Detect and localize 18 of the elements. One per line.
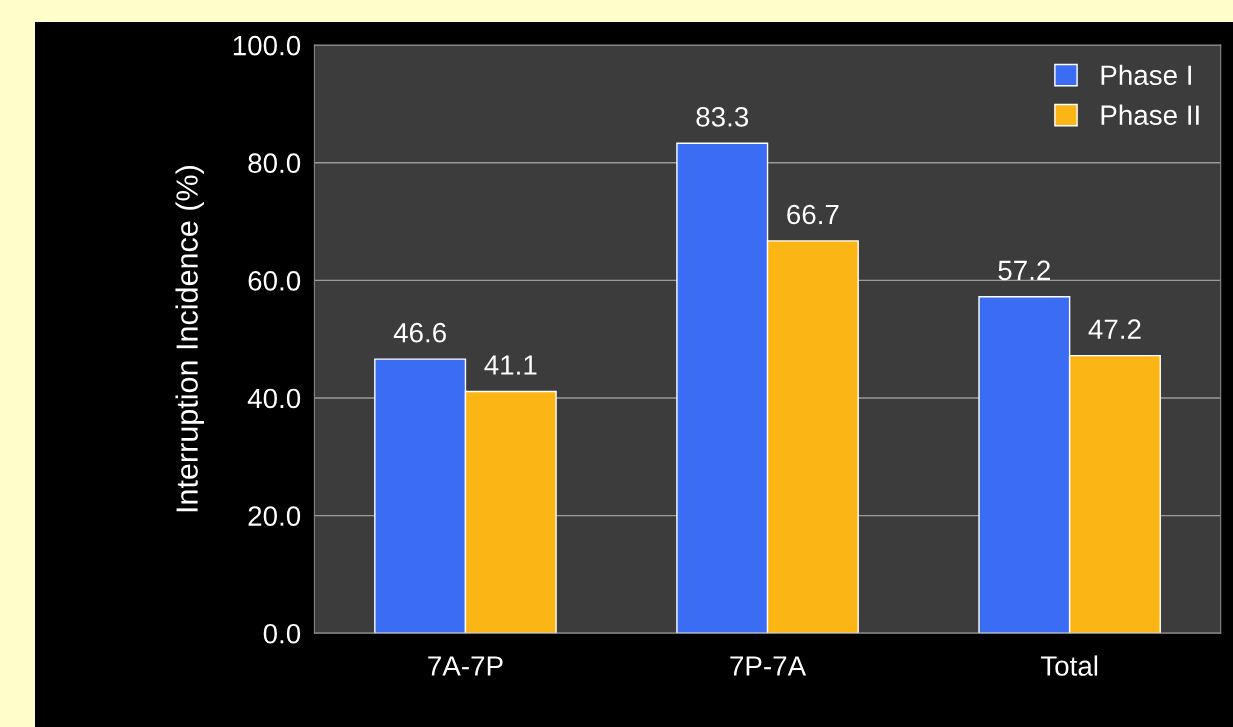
y-tick-label: 100.0 — [233, 35, 301, 56]
y-tick-label: 20.0 — [248, 506, 301, 526]
legend-label: Phase I — [1101, 64, 1191, 86]
data-label: 66.7 — [787, 204, 839, 225]
x-tick-label: 7P-7A — [730, 656, 807, 676]
data-label: 57.2 — [998, 260, 1050, 281]
y-tick-label: 40.0 — [247, 388, 301, 409]
x-tick-label: Total — [1040, 655, 1098, 676]
data-label: 46.6 — [393, 322, 446, 343]
legend-label: Phase II — [1101, 104, 1199, 125]
y-tick-label: 0.0 — [263, 623, 301, 644]
y-tick-label: 80.0 — [248, 153, 301, 174]
x-tick-label: 7A-7P — [428, 656, 503, 676]
data-label: 41.1 — [484, 355, 537, 375]
y-axis-title: Interruption Incidence (%) — [175, 166, 204, 512]
data-label: 47.2 — [1088, 319, 1141, 339]
data-label: 83.3 — [696, 107, 749, 127]
y-tick-label: 60.0 — [248, 271, 301, 291]
